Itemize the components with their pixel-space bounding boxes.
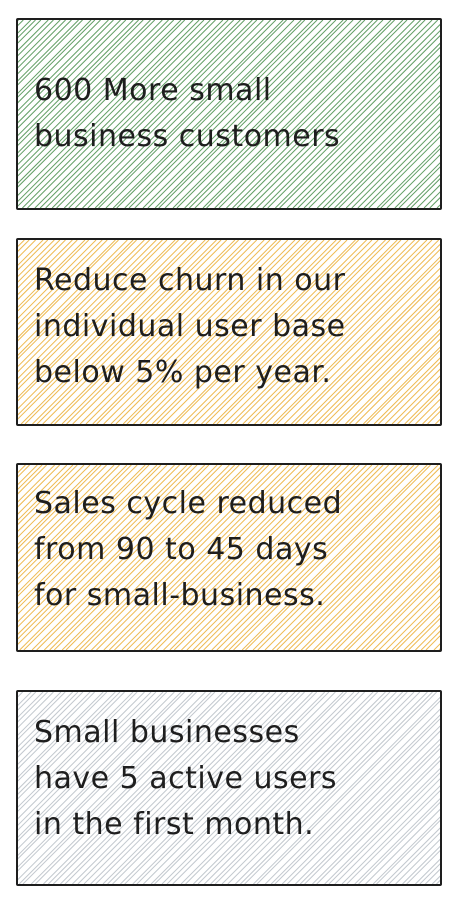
hatch-line [18,20,32,34]
hatch-line [18,20,19,22]
goal-card-reduce-churn: Reduce churn in our individual user base… [16,238,442,426]
hatch-line [18,240,25,248]
hatch-line [18,692,24,698]
hatch-line [433,643,440,650]
goal-card-small-business-customers: 600 More small business customers [16,18,442,210]
hatch-line [18,240,30,252]
hatch-line [436,204,440,208]
hatch-line [435,418,440,424]
hatch-line [425,635,440,650]
hatch-line [18,692,32,706]
hatch-line [423,191,440,208]
hatch-line [427,410,440,424]
hatch-line [18,20,36,39]
hatch-line [18,465,30,478]
goal-card-text: Reduce churn in our individual user base… [34,263,346,390]
goal-card-text: 600 More small business customers [34,73,341,154]
hatch-line [18,465,26,474]
hatch-line [18,20,24,27]
hatch-line [18,240,36,259]
goal-card-text: Sales cycle reduced from 90 to 45 days f… [34,486,343,613]
hatch-line [436,879,440,884]
goal-card-active-users: Small businesses have 5 active users in … [16,690,442,886]
hatch-line [438,648,440,650]
goal-card-sales-cycle: Sales cycle reduced from 90 to 45 days f… [16,463,442,652]
hatch-line [431,875,440,884]
hatch-line [425,868,440,884]
goal-card-text: Small businesses have 5 active users in … [34,715,338,842]
hatch-line [429,197,440,208]
